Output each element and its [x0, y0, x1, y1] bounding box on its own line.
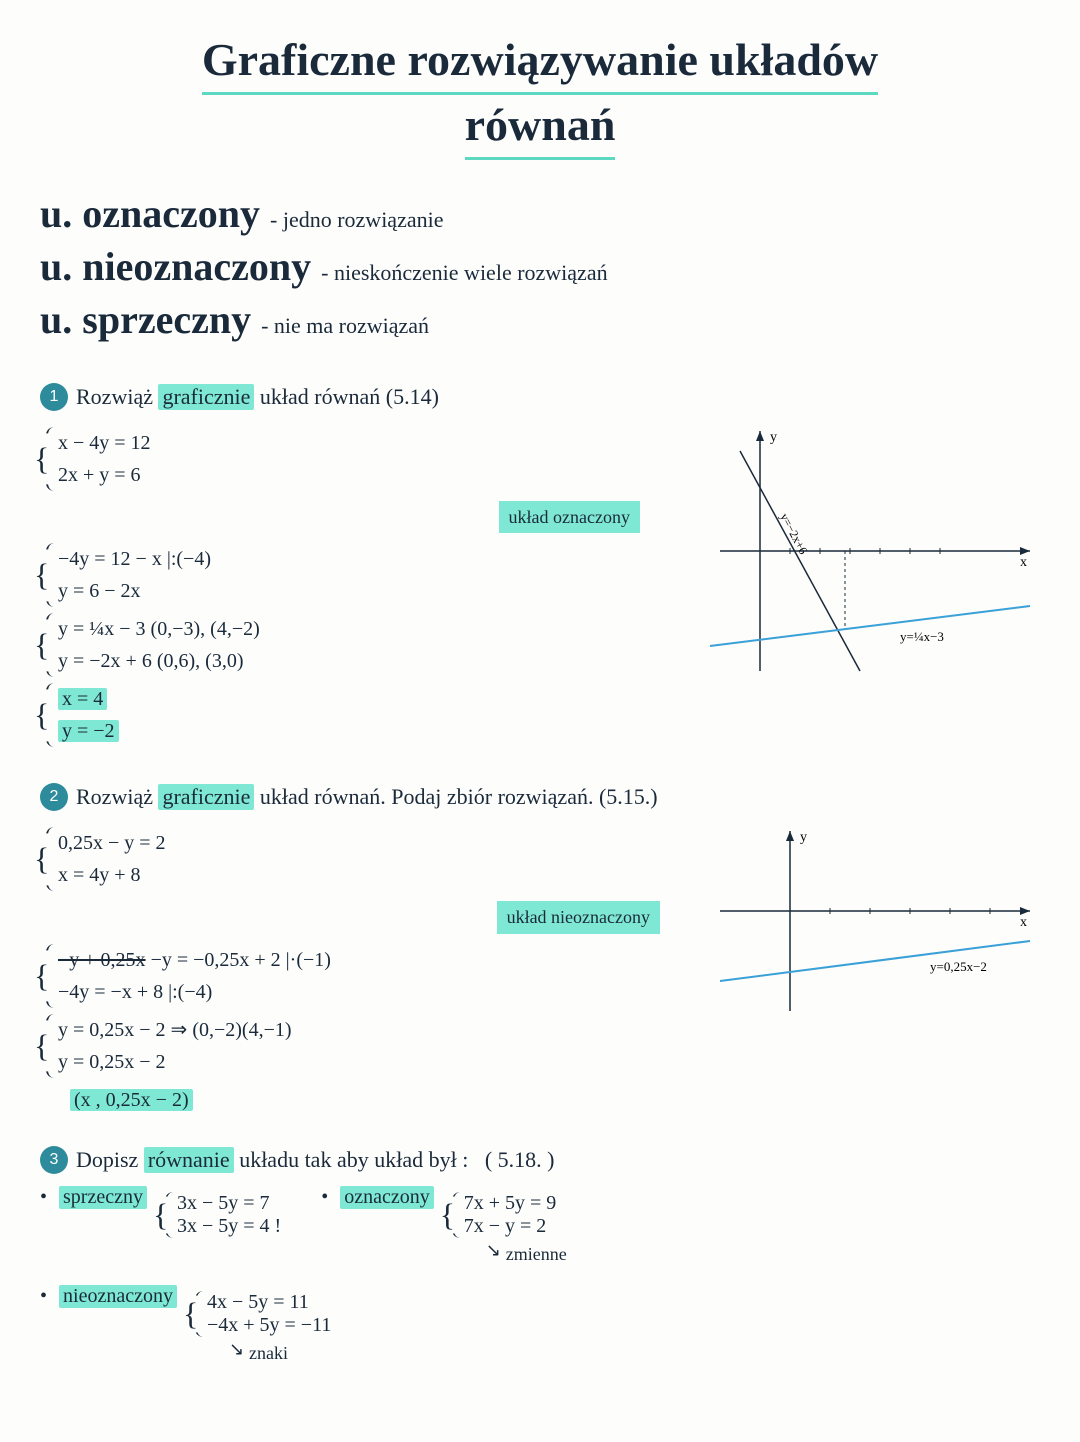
svg-text:x: x — [1020, 915, 1027, 930]
title-line-1: Graficzne rozwiązywanie układów — [202, 30, 878, 95]
graph1-xlabel: x — [1020, 555, 1027, 570]
task2-math: 0,25x − y = 2 x = 4y + 8 układ nieoznacz… — [40, 821, 680, 1116]
task2-solution-set: (x , 0,25x − 2) — [70, 1089, 193, 1111]
def-nieoznaczony: u. nieoznaczony - nieskończenie wiele ro… — [40, 243, 1040, 290]
task1-math: x − 4y = 12 2x + y = 6 układ oznaczony −… — [40, 421, 680, 754]
task3-body: • sprzeczny 3x − 5y = 7 3x − 5y = 4 ! • … — [40, 1186, 1040, 1364]
task1-solution: x = 4 y = −2 — [46, 683, 680, 747]
task2-tag: układ nieoznaczony — [497, 901, 660, 934]
task1-system3: y = ¼x − 3 (0,−3), (4,−2) y = −2x + 6 (0… — [46, 613, 680, 677]
task3-oznaczony-note: zmienne — [486, 1244, 567, 1265]
page-title: Graficzne rozwiązywanie układów równań — [40, 30, 1040, 160]
task3-nieoznaczony: • nieoznaczony 4x − 5y = 11 −4x + 5y = −… — [40, 1285, 1040, 1364]
task1-highlight: graficznie — [158, 384, 254, 410]
task3-number: 3 — [40, 1146, 68, 1174]
graph1-line1-label: y=¼x−3 — [900, 629, 944, 644]
task3-highlight: równanie — [144, 1147, 234, 1173]
task2-body: 0,25x − y = 2 x = 4y + 8 układ nieoznacz… — [40, 821, 1040, 1116]
task3-nieoznaczony-note: znaki — [229, 1343, 331, 1364]
def-oznaczony: u. oznaczony - jedno rozwiązanie — [40, 190, 1040, 237]
task2-highlight: graficznie — [158, 784, 254, 810]
definitions-block: u. oznaczony - jedno rozwiązanie u. nieo… — [40, 190, 1040, 343]
task3-sprzeczny: • sprzeczny 3x − 5y = 7 3x − 5y = 4 ! — [40, 1186, 281, 1265]
task2-number: 2 — [40, 783, 68, 811]
task1-body: x − 4y = 12 2x + y = 6 układ oznaczony −… — [40, 421, 1040, 754]
task2-heading: 2 Rozwiąż graficznie układ równań. Podaj… — [40, 783, 1040, 811]
task1-heading: 1 Rozwiąż graficznie układ równań (5.14) — [40, 383, 1040, 411]
title-line-2: równań — [465, 95, 616, 160]
task1-tag: układ oznaczony — [499, 501, 640, 534]
task3-heading: 3 Dopisz równanie układu tak aby układ b… — [40, 1146, 1040, 1174]
svg-text:y: y — [800, 830, 807, 845]
def-sprzeczny: u. sprzeczny - nie ma rozwiązań — [40, 296, 1040, 343]
task1-system2: −4y = 12 − x |:(−4) y = 6 − 2x — [46, 543, 680, 607]
graph2-line-label: y=0,25x−2 — [930, 959, 987, 974]
task3-oznaczony: • oznaczony 7x + 5y = 9 7x − y = 2 zmien… — [321, 1186, 567, 1265]
task2-graph: y x y=0,25x−2 — [700, 821, 1040, 1021]
task1-system1: x − 4y = 12 2x + y = 6 — [46, 427, 680, 491]
task2-system2: −y + 0,25x −y = −0,25x + 2 |·(−1) −4y = … — [46, 944, 680, 1008]
task2-system3: y = 0,25x − 2 ⇒ (0,−2)(4,−1) y = 0,25x −… — [46, 1014, 680, 1078]
task1-graph: y x y=−2x+6 y=¼x−3 — [700, 421, 1040, 661]
task3-ref: ( 5.18. ) — [485, 1147, 555, 1173]
task2-system1: 0,25x − y = 2 x = 4y + 8 — [46, 827, 680, 891]
task1-number: 1 — [40, 383, 68, 411]
graph1-ylabel: y — [770, 430, 777, 445]
